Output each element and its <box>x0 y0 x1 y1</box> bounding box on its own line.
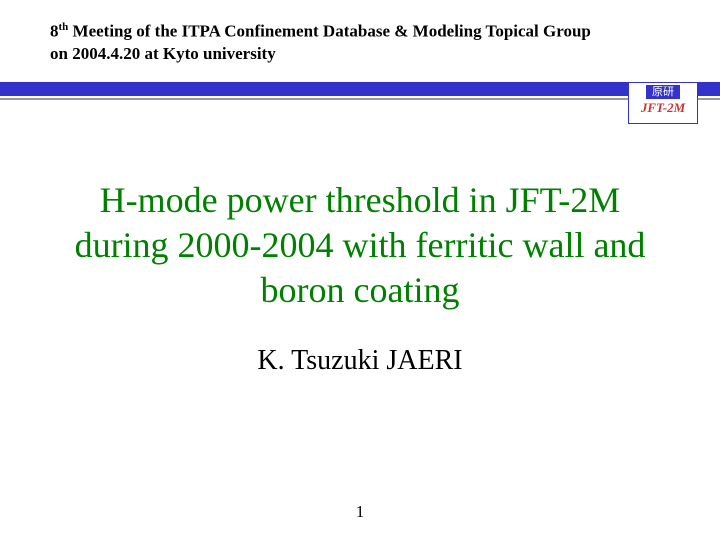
header-prefix: 8 <box>50 22 59 41</box>
author-line: K. Tsuzuki JAERI <box>0 345 720 377</box>
divider <box>0 82 720 100</box>
header-line1-rest: Meeting of the ITPA Confinement Database… <box>68 22 591 41</box>
logo-badge: 原研 JFT-2M <box>628 82 698 124</box>
divider-gray-line <box>0 98 720 100</box>
logo-label: JFT-2M <box>629 101 697 114</box>
header-line2: on 2004.4.20 at Kyto university <box>50 44 276 63</box>
page-number: 1 <box>0 502 720 522</box>
header-ordinal-sup: th <box>59 21 69 33</box>
logo-kanji: 原研 <box>646 85 680 99</box>
divider-blue-bar <box>0 82 720 96</box>
header-text: 8th Meeting of the ITPA Confinement Data… <box>50 20 670 65</box>
slide-title: H-mode power threshold in JFT-2M during … <box>50 178 670 313</box>
